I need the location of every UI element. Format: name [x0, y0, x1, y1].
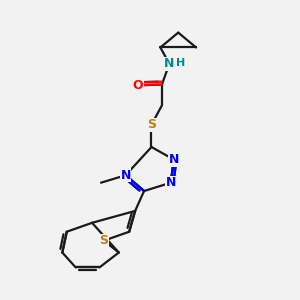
Text: H: H	[176, 58, 185, 68]
Text: N: N	[164, 57, 175, 70]
Text: N: N	[120, 169, 131, 182]
Text: N: N	[169, 153, 179, 166]
Text: S: S	[99, 234, 108, 247]
Text: S: S	[147, 118, 156, 131]
Text: O: O	[133, 79, 143, 92]
Text: N: N	[166, 176, 176, 189]
